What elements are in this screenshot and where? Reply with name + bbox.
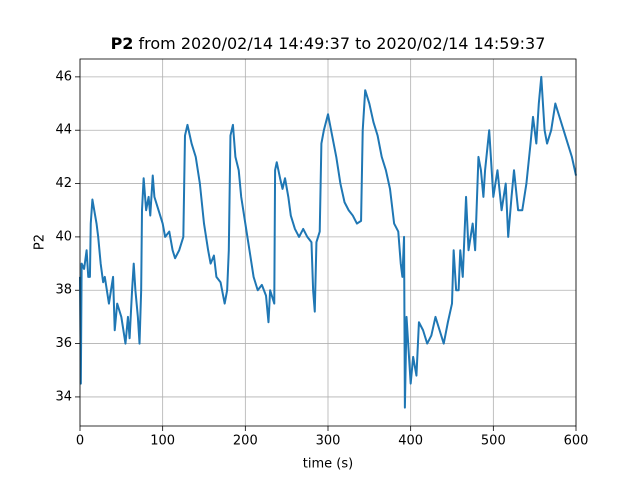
title-bold: P2 [111,34,134,53]
x-tick-label: 200 [233,434,258,449]
y-tick-label: 38 [55,283,72,298]
y-tick-label: 46 [55,69,72,84]
y-tick-label: 36 [55,336,72,351]
y-tick-label: 42 [55,176,72,191]
x-tick-label: 0 [76,434,84,449]
x-tick-label: 500 [481,434,506,449]
x-tick-label: 400 [398,434,423,449]
x-tick-label: 100 [150,434,175,449]
plot-frame [79,58,577,427]
title-text: from 2020/02/14 14:49:37 to 2020/02/14 1… [139,34,546,53]
y-tick-label: 34 [55,389,72,404]
y-tick-label: 40 [55,229,72,244]
chart-title: P2 from 2020/02/14 14:49:37 to 2020/02/1… [111,34,546,53]
y-axis-label: P2 [33,234,48,250]
x-tick-label: 300 [316,434,341,449]
data-line [79,75,577,409]
x-axis-label: time (s) [303,457,353,472]
x-tick-label: 600 [564,434,589,449]
y-tick-label: 44 [55,123,72,138]
